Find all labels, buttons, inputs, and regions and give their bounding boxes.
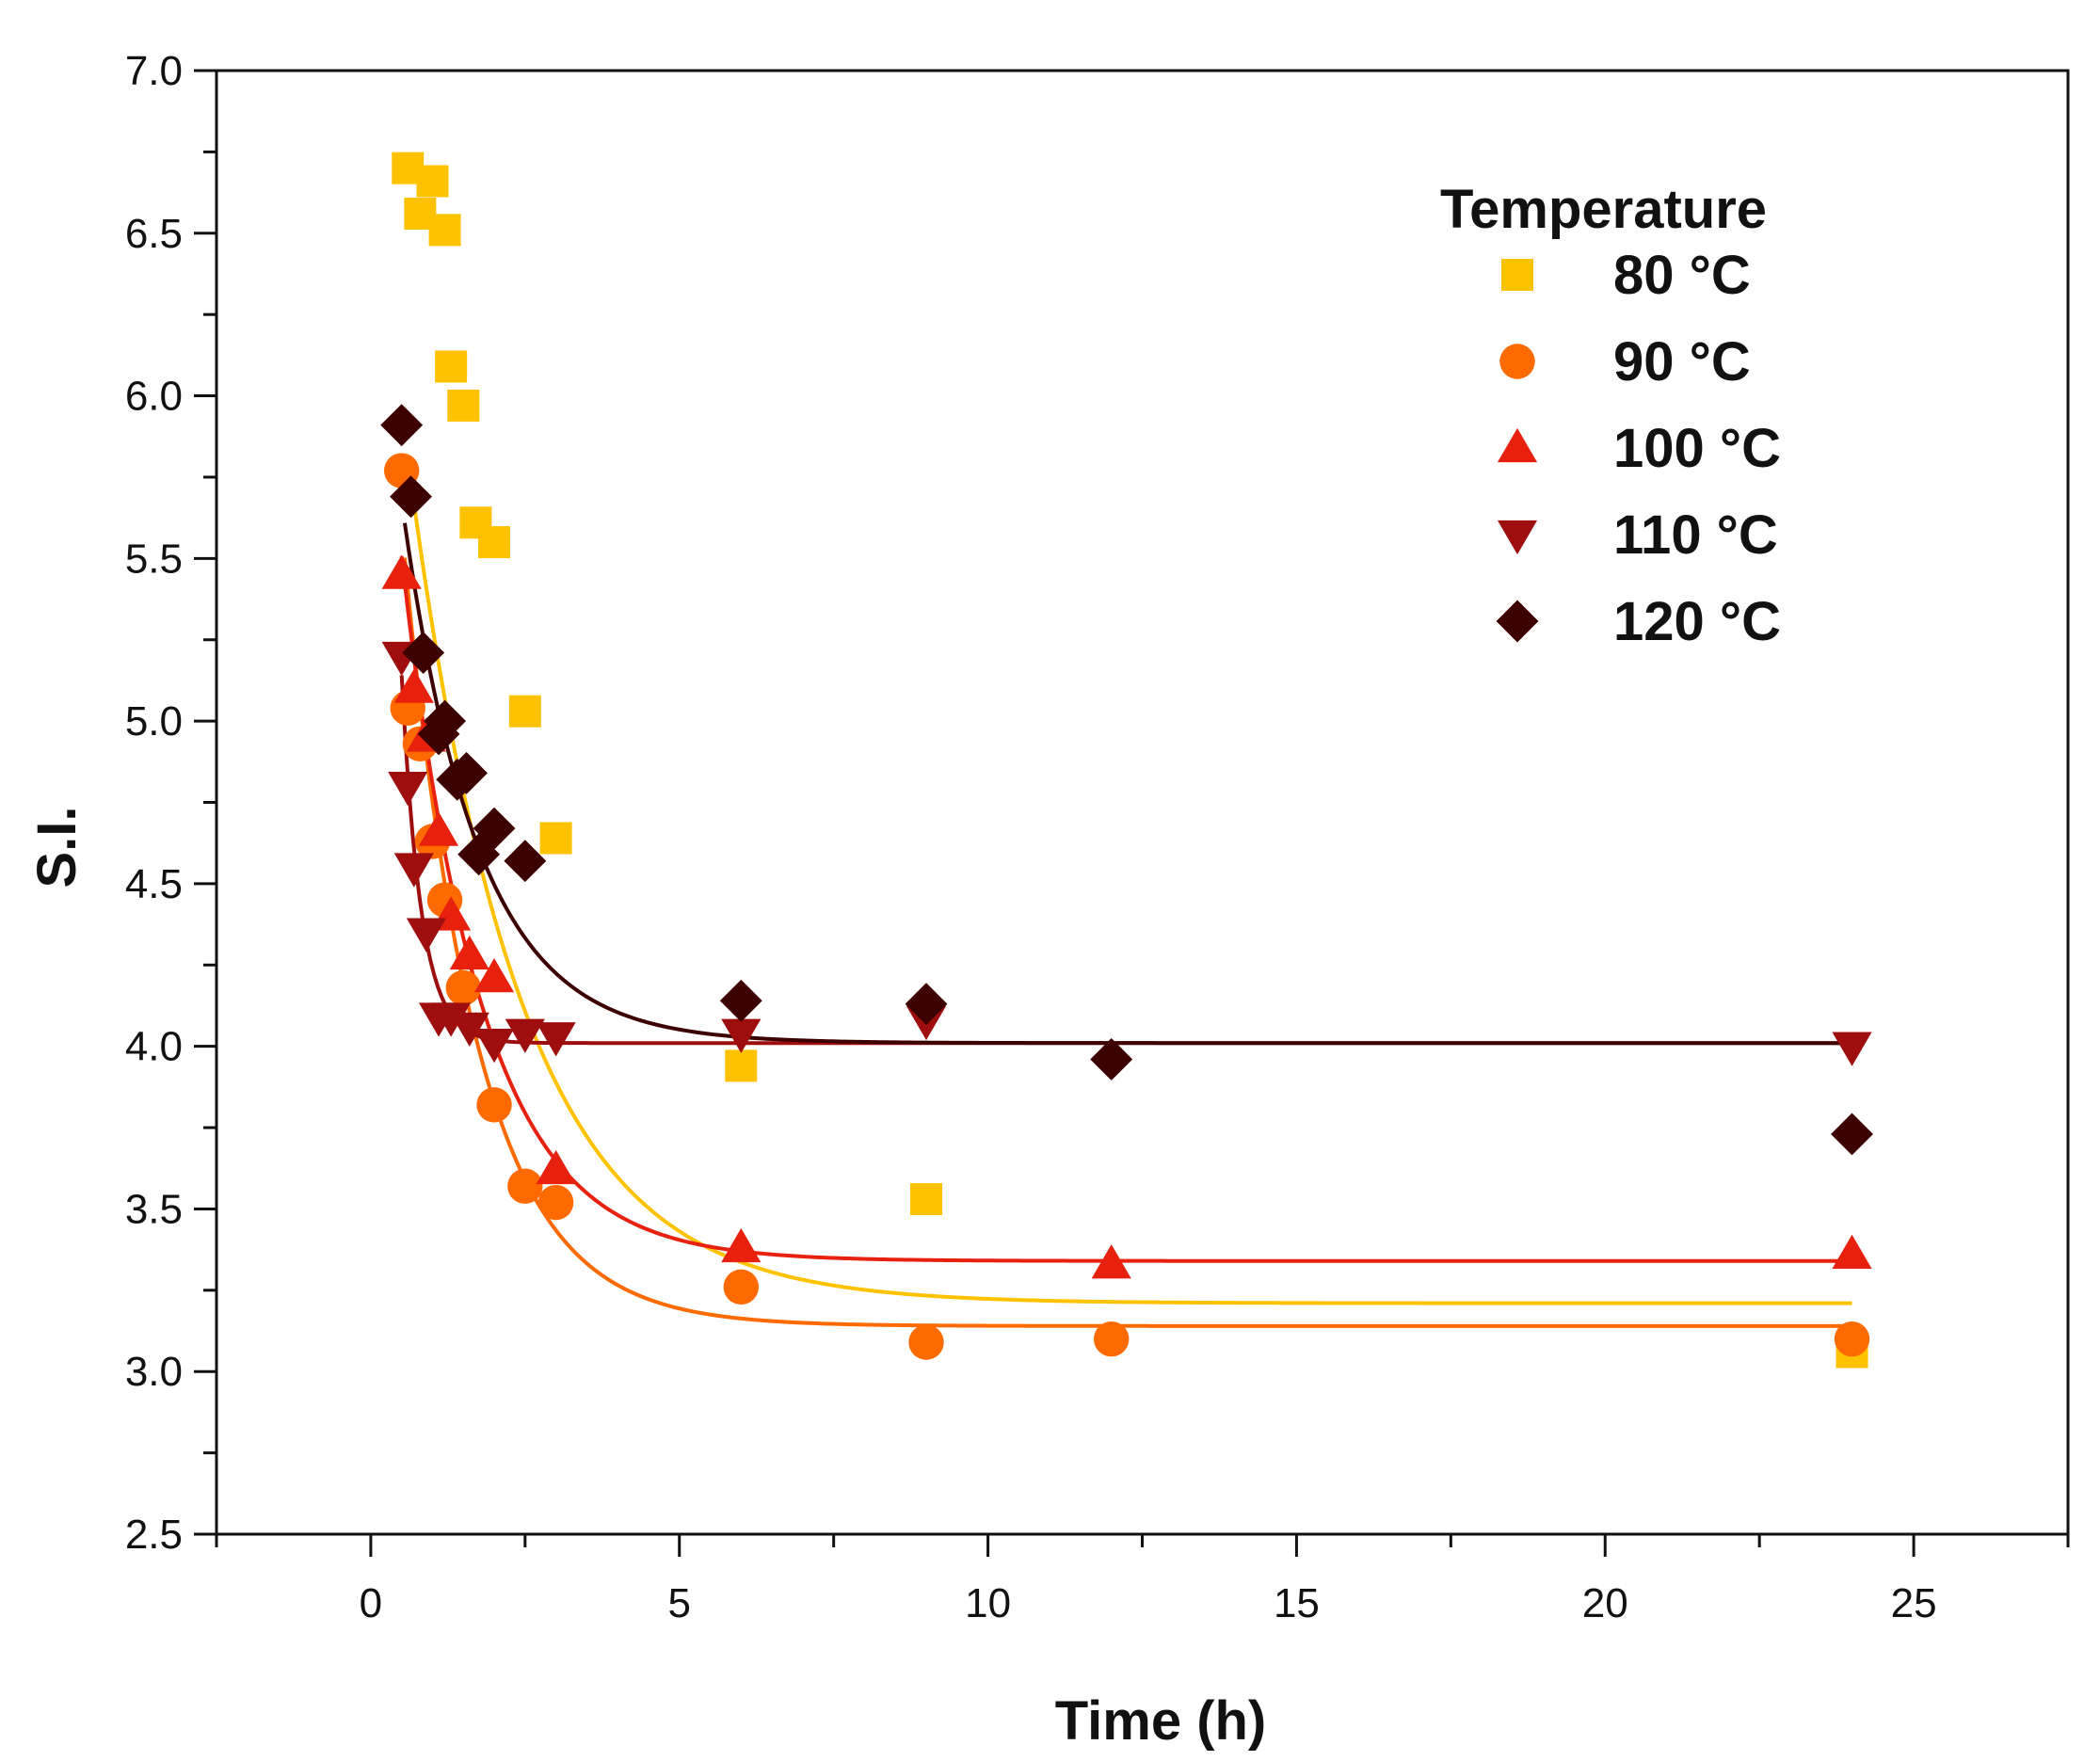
- data-point-90: [445, 969, 481, 1006]
- data-point-120: [445, 751, 488, 794]
- data-point-110: [536, 1022, 576, 1057]
- y-tick-label: 5.0: [125, 698, 183, 744]
- x-tick-label: 0: [360, 1580, 382, 1626]
- legend-marker-110: [1497, 520, 1538, 555]
- data-point-100: [1832, 1234, 1872, 1269]
- legend-title: Temperature: [1440, 179, 1767, 240]
- data-point-90: [507, 1168, 543, 1204]
- fit-line-120: [403, 522, 1852, 1046]
- x-tick-label: 5: [668, 1580, 691, 1626]
- fit-lines: [399, 456, 1852, 1328]
- data-point-90: [1834, 1321, 1870, 1357]
- legend-label-120: 120 °C: [1613, 591, 1781, 652]
- data-point-90: [476, 1087, 512, 1123]
- data-point-90: [723, 1269, 760, 1305]
- y-tick-label: 2.5: [125, 1512, 183, 1558]
- data-point-100: [449, 935, 489, 970]
- data-point-120: [504, 840, 547, 883]
- data-point-90: [537, 1184, 574, 1221]
- data-point-80: [447, 389, 480, 422]
- data-point-120: [390, 475, 432, 519]
- legend-label-90: 90 °C: [1613, 331, 1751, 392]
- data-point-80: [508, 695, 541, 728]
- y-tick-label: 7.0: [125, 48, 183, 94]
- data-point-120: [1090, 1038, 1133, 1081]
- series-80-markers: [392, 152, 1868, 1369]
- data-point-80: [725, 1049, 758, 1082]
- y-tick-label: 6.0: [125, 374, 183, 420]
- fit-line-110: [399, 675, 1852, 1046]
- x-axis-ticks: 0 5 10 15 20 25: [215, 1534, 2070, 1626]
- data-point-80: [435, 350, 468, 383]
- legend: Temperature 80 °C 90 °C 100 °C 110 °C 120 °C: [1440, 179, 1781, 652]
- data-point-120: [1831, 1113, 1873, 1156]
- data-point-100: [1091, 1244, 1131, 1279]
- data-point-100: [536, 1149, 576, 1185]
- fit-line-90: [402, 557, 1852, 1328]
- legend-label-110: 110 °C: [1613, 504, 1778, 566]
- data-point-100: [721, 1227, 761, 1263]
- data-point-110: [473, 1029, 515, 1064]
- data-point-80: [910, 1183, 943, 1216]
- y-tick-label: 4.5: [125, 861, 183, 907]
- x-tick-label: 15: [1274, 1580, 1320, 1626]
- data-point-100: [381, 554, 422, 589]
- data-markers: [380, 152, 1873, 1369]
- series-110-markers: [381, 641, 1872, 1066]
- data-point-110: [431, 1002, 472, 1037]
- data-point-110: [1832, 1032, 1872, 1066]
- series-90-markers: [384, 453, 1870, 1360]
- legend-label-100: 100 °C: [1613, 418, 1781, 479]
- y-axis-title: S.I.: [26, 806, 88, 888]
- data-point-110: [721, 1018, 761, 1053]
- data-point-100: [393, 668, 434, 703]
- x-axis-title: Time (h): [1055, 1690, 1267, 1752]
- data-point-110: [406, 918, 447, 953]
- data-point-80: [428, 214, 461, 247]
- data-point-110: [505, 1018, 545, 1053]
- plot-frame: [215, 69, 2070, 1536]
- data-point-90: [1094, 1321, 1130, 1357]
- x-tick-label: 10: [965, 1580, 1011, 1626]
- data-point-80: [478, 526, 511, 559]
- data-point-80: [416, 165, 449, 198]
- fit-line-80: [406, 456, 1852, 1305]
- plot-border: [215, 69, 2070, 1536]
- data-point-120: [719, 979, 762, 1022]
- legend-marker-120: [1496, 600, 1539, 643]
- data-point-120: [402, 632, 445, 674]
- data-point-110: [388, 772, 428, 807]
- y-axis-ticks: 2.5 3.0 3.5 4.0 4.5 5.0 5.5 6.0 6.5 7.0: [125, 48, 216, 1558]
- data-point-80: [539, 822, 572, 855]
- series-100-markers: [381, 554, 1872, 1279]
- legend-marker-100: [1497, 427, 1538, 463]
- data-point-120: [380, 404, 424, 447]
- legend-marker-80: [1501, 259, 1533, 291]
- data-point-90: [908, 1324, 944, 1360]
- data-point-110: [449, 1012, 489, 1048]
- data-point-120: [473, 807, 516, 850]
- data-point-120: [905, 983, 948, 1026]
- series-120-markers: [380, 404, 1873, 1156]
- y-tick-label: 5.5: [125, 536, 183, 582]
- legend-label-80: 80 °C: [1613, 245, 1751, 306]
- x-tick-label: 20: [1582, 1580, 1628, 1626]
- data-point-110: [393, 853, 434, 888]
- y-tick-label: 3.5: [125, 1186, 183, 1232]
- data-point-100: [418, 811, 459, 846]
- data-point-100: [473, 958, 515, 993]
- data-point-120: [424, 699, 467, 743]
- x-tick-label: 25: [1891, 1580, 1937, 1626]
- y-tick-label: 4.0: [125, 1024, 183, 1070]
- y-tick-label: 3.0: [125, 1349, 183, 1395]
- legend-marker-90: [1499, 344, 1535, 379]
- fit-line-100: [399, 555, 1852, 1263]
- y-tick-label: 6.5: [125, 211, 183, 257]
